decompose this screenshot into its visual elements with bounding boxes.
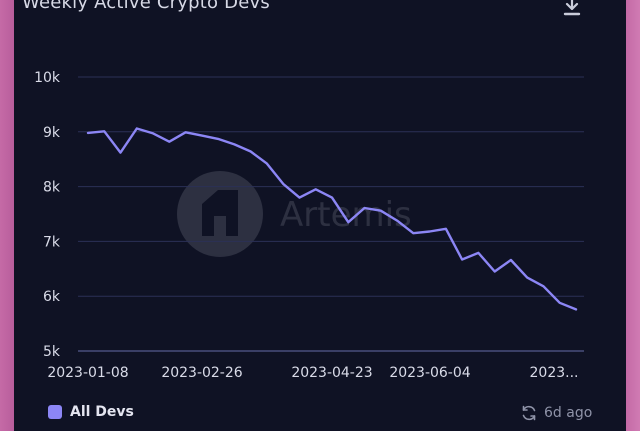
chart-title: Weekly Active Crypto Devs	[22, 0, 270, 13]
chart-card: Weekly Active Crypto Devs Artemis 5k 6k 7k…	[14, 0, 626, 431]
legend[interactable]: All Devs	[48, 404, 134, 420]
watermark: Artemis	[177, 171, 412, 257]
watermark-text: Artemis	[280, 195, 412, 235]
x-tick-label: 2023...	[530, 365, 579, 381]
x-tick-label: 2023-02-26	[161, 365, 242, 381]
y-tick-label: 6k	[43, 289, 61, 305]
y-tick-label: 8k	[43, 180, 61, 196]
x-tick-label: 2023-06-04	[389, 365, 470, 381]
y-tick-label: 7k	[43, 234, 61, 250]
legend-label: All Devs	[70, 404, 134, 420]
y-tick-label: 10k	[34, 70, 61, 86]
artemis-logo-icon	[177, 171, 263, 257]
y-tick-label: 9k	[43, 125, 61, 141]
refresh-icon[interactable]	[520, 404, 538, 422]
x-tick-label: 2023-01-08	[47, 365, 128, 381]
x-tick-label: 2023-04-23	[291, 365, 372, 381]
line-chart: Artemis 5k 6k 7k 8k 9k 10k 2023-01-08 2023-02-…	[34, 70, 584, 381]
y-tick-label: 5k	[43, 344, 61, 360]
legend-swatch	[48, 405, 62, 419]
download-icon[interactable]	[562, 0, 582, 18]
series-line-all-devs[interactable]	[86, 127, 578, 311]
last-updated: 6d ago	[520, 404, 592, 422]
updated-text: 6d ago	[544, 405, 593, 421]
